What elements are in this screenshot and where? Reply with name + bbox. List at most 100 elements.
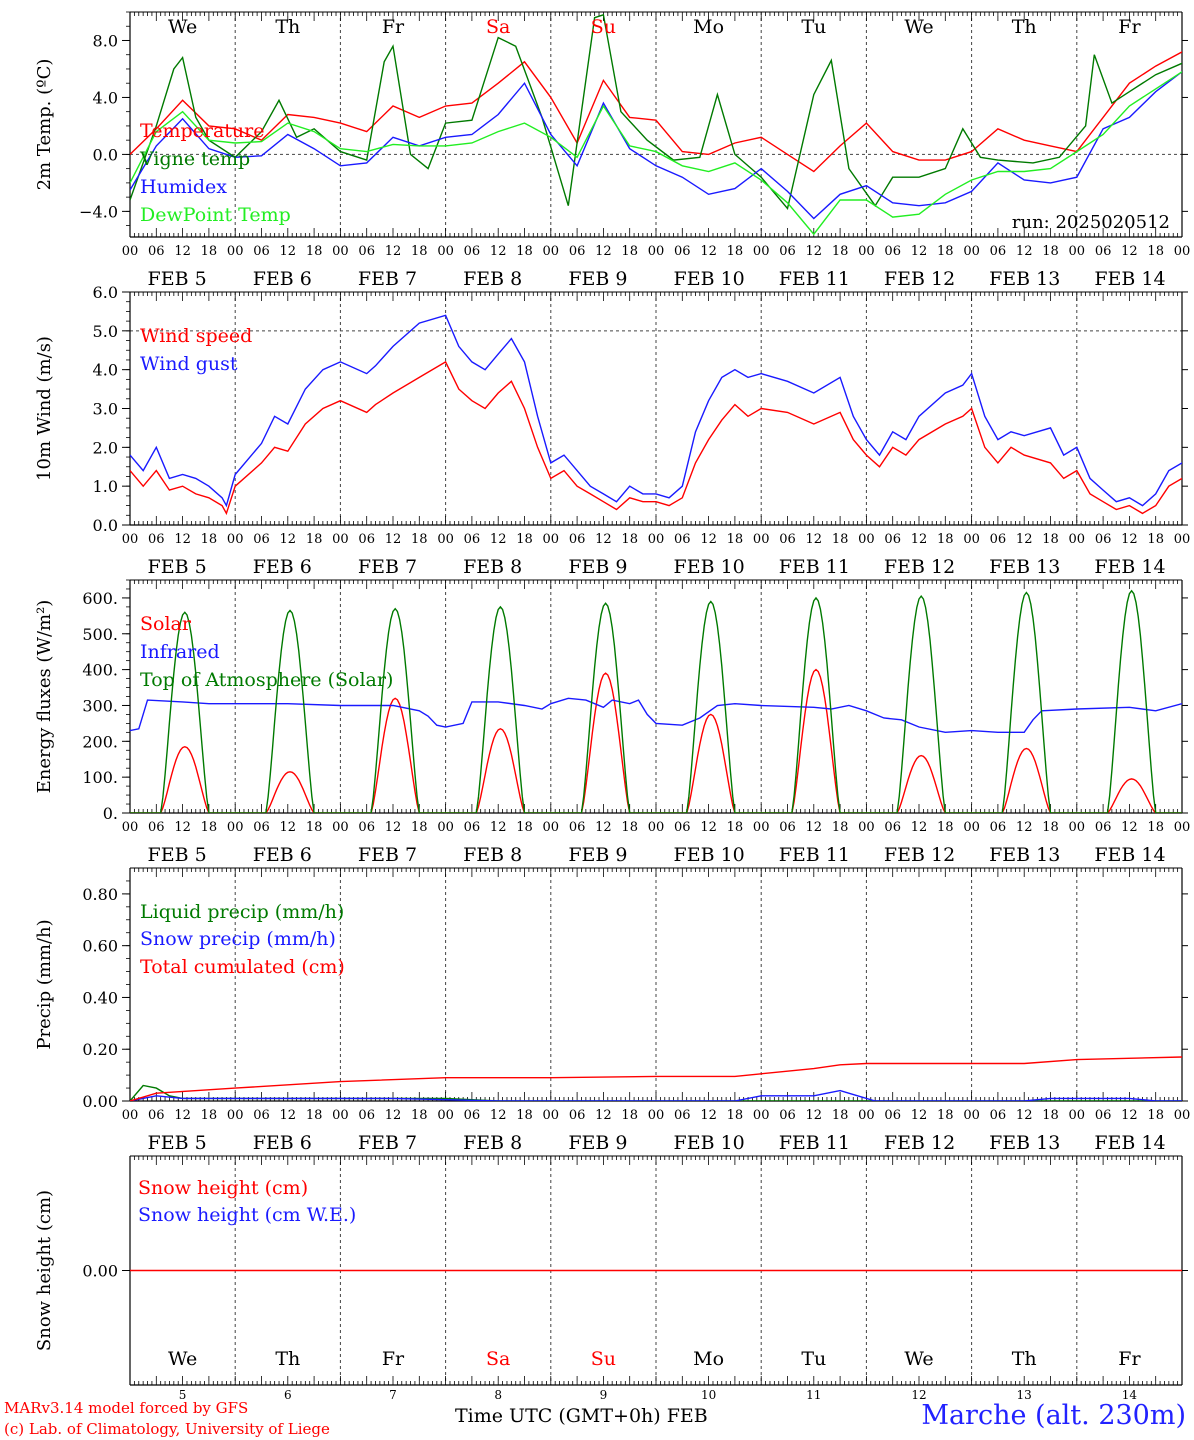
hour-tick-label: 06 — [148, 820, 165, 835]
hour-tick-label: 12 — [490, 820, 507, 835]
day-number-label: 10 — [701, 1388, 716, 1402]
hour-tick-label: 18 — [1042, 1108, 1059, 1123]
date-label: FEB 10 — [674, 268, 745, 290]
weekday-label: Su — [591, 16, 616, 38]
hour-tick-label: 12 — [385, 532, 402, 547]
weekday-label: Su — [591, 1348, 616, 1370]
date-label: FEB 8 — [463, 268, 522, 290]
date-label: FEB 6 — [253, 1132, 312, 1154]
series-line-total-cumulated-cm- — [130, 1056, 1182, 1101]
date-label: FEB 6 — [253, 844, 312, 866]
hour-tick-label: 12 — [595, 532, 612, 547]
y-tick-label: 300. — [82, 696, 118, 715]
y-tick-label: 0.80 — [82, 885, 118, 904]
y-tick-label: 200. — [82, 732, 118, 751]
hour-tick-label: 00 — [332, 532, 349, 547]
hour-tick-label: 06 — [990, 244, 1007, 259]
date-label: FEB 14 — [1094, 1132, 1165, 1154]
series-group — [130, 13, 1182, 236]
hour-tick-label: 18 — [727, 1108, 744, 1123]
date-label: FEB 11 — [779, 268, 850, 290]
date-label: FEB 7 — [358, 844, 417, 866]
hour-tick-label: 12 — [1121, 244, 1138, 259]
date-label: FEB 7 — [358, 556, 417, 578]
date-label: FEB 12 — [884, 844, 955, 866]
hour-tick-label: 12 — [385, 244, 402, 259]
hour-tick-label: 12 — [1016, 820, 1033, 835]
date-label: FEB 12 — [884, 1132, 955, 1154]
hour-tick-label: 18 — [832, 820, 849, 835]
hour-tick-label: 12 — [595, 820, 612, 835]
y-tick-label: 6.0 — [93, 283, 118, 302]
date-label: FEB 12 — [884, 268, 955, 290]
hour-tick-label: 06 — [884, 1108, 901, 1123]
hour-tick-label: 12 — [806, 1108, 823, 1123]
hour-tick-label: 00 — [437, 1108, 454, 1123]
date-label: FEB 5 — [148, 268, 207, 290]
hour-tick-label: 00 — [332, 820, 349, 835]
hour-tick-label: 18 — [516, 532, 533, 547]
hour-tick-label: 12 — [385, 820, 402, 835]
weekday-label: Fr — [1118, 1348, 1141, 1370]
hour-tick-label: 00 — [122, 1108, 139, 1123]
hour-tick-label: 12 — [806, 820, 823, 835]
hour-tick-label: 18 — [1147, 244, 1164, 259]
weekday-label: Mo — [693, 16, 724, 38]
legend-entry: Snow height (cm) — [138, 1177, 308, 1199]
hour-tick-label: 12 — [280, 1108, 297, 1123]
hour-tick-label: 18 — [201, 532, 218, 547]
legend-entry: Liquid precip (mm/h) — [140, 901, 344, 923]
hour-tick-label: 06 — [1095, 532, 1112, 547]
hour-tick-label: 00 — [648, 1108, 665, 1123]
hour-tick-label: 06 — [884, 244, 901, 259]
hour-tick-label: 18 — [937, 1108, 954, 1123]
hour-tick-label: 00 — [858, 1108, 875, 1123]
hour-tick-label: 18 — [1147, 820, 1164, 835]
hour-tick-label: 12 — [385, 1108, 402, 1123]
weekday-label: Tu — [801, 1348, 826, 1370]
y-tick-label: 0.60 — [82, 937, 118, 956]
date-label: FEB 11 — [779, 556, 850, 578]
hour-tick-label: 06 — [779, 532, 796, 547]
hour-tick-label: 18 — [1147, 1108, 1164, 1123]
hour-tick-label: 12 — [174, 820, 191, 835]
hour-tick-label: 12 — [174, 244, 191, 259]
hour-tick-label: 06 — [569, 244, 586, 259]
date-label: FEB 9 — [568, 268, 627, 290]
hour-tick-label: 06 — [464, 820, 481, 835]
legend-entry: DewPoint Temp — [140, 204, 291, 226]
date-label: FEB 6 — [253, 556, 312, 578]
hour-tick-label: 06 — [674, 244, 691, 259]
series-group — [130, 314, 1182, 516]
hour-tick-label: 00 — [858, 532, 875, 547]
hour-tick-label: 18 — [201, 820, 218, 835]
hour-tick-label: 06 — [990, 820, 1007, 835]
hour-tick-label: 06 — [569, 1108, 586, 1123]
hour-tick-label: 00 — [1069, 820, 1086, 835]
legend-entry: Temperature — [140, 120, 264, 142]
hour-tick-label: 12 — [595, 244, 612, 259]
date-label: FEB 9 — [568, 1132, 627, 1154]
hour-tick-label: 00 — [227, 1108, 244, 1123]
hour-tick-label: 06 — [779, 820, 796, 835]
hour-tick-label: 12 — [700, 244, 717, 259]
date-label: FEB 5 — [148, 556, 207, 578]
day-number-label: 13 — [1017, 1388, 1032, 1402]
y-tick-label: 600. — [82, 589, 118, 608]
hour-tick-label: 12 — [490, 532, 507, 547]
hour-tick-label: 06 — [253, 1108, 270, 1123]
hour-tick-label: 12 — [280, 244, 297, 259]
hour-tick-label: 00 — [543, 532, 560, 547]
y-tick-label: 0.20 — [82, 1040, 118, 1059]
hour-tick-label: 18 — [832, 244, 849, 259]
hour-tick-label: 18 — [621, 244, 638, 259]
hour-tick-label: 00 — [963, 244, 980, 259]
hour-tick-label: 12 — [1121, 1108, 1138, 1123]
hour-tick-label: 00 — [753, 1108, 770, 1123]
hour-tick-label: 06 — [674, 532, 691, 547]
series-line-top-of-atmosphere-solar- — [130, 589, 1182, 813]
hour-tick-label: 06 — [148, 532, 165, 547]
hour-tick-label: 12 — [490, 244, 507, 259]
hour-tick-label: 00 — [1069, 532, 1086, 547]
